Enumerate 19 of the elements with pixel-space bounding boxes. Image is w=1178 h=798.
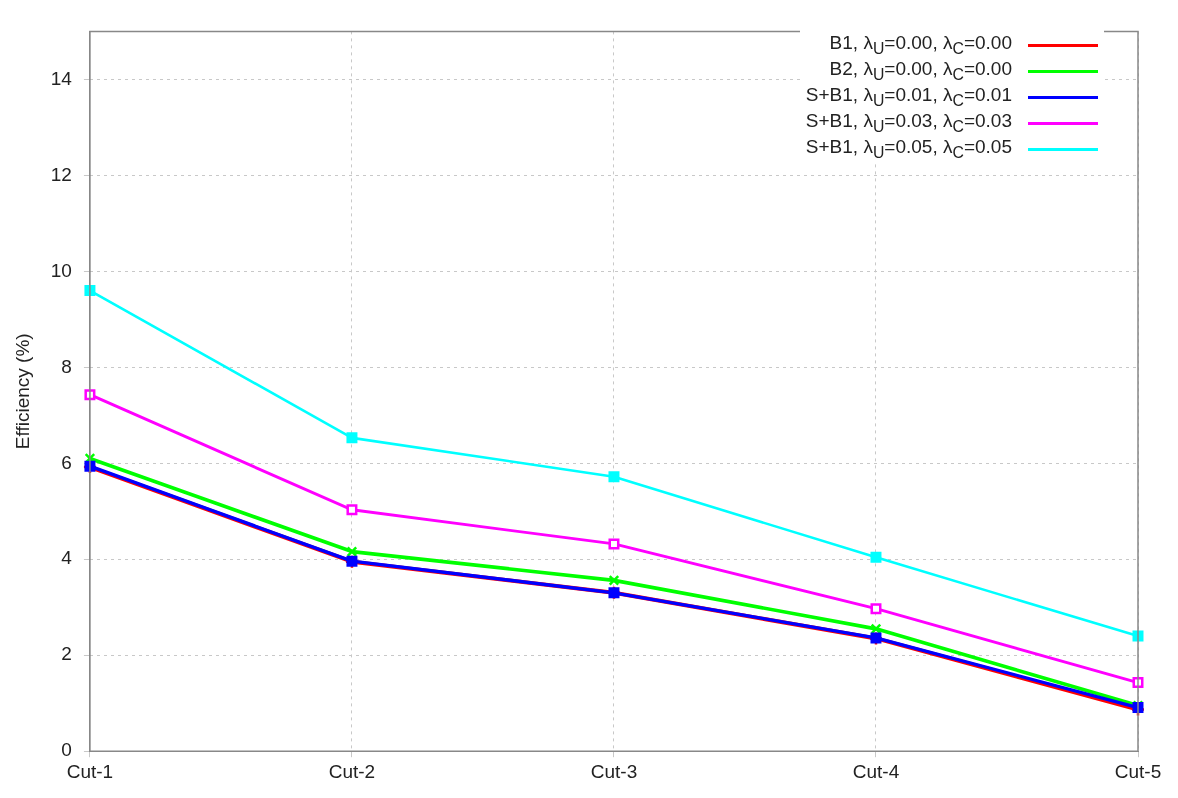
y-tick-label: 12 [50,163,72,185]
legend-label: S+B1, λ$_{U}$=0.03, λ$_{C}$=0.03 [805,110,1012,136]
y-tick-label: 14 [50,67,73,89]
y-tick-label: 8 [61,355,72,377]
x-tick-label: Cut-3 [590,760,638,782]
x-tick-label: Cut-5 [1114,760,1162,782]
legend-label: B1, λ$_{U}$=0.00, λ$_{C}$=0.00 [829,32,1012,58]
legend-label: S+B1, λ$_{U}$=0.05, λ$_{C}$=0.05 [805,136,1012,162]
y-tick-label: 4 [61,547,73,569]
legend-label: S+B1, λ$_{U}$=0.01, λ$_{C}$=0.01 [805,84,1012,110]
x-tick-label: Cut-4 [852,760,900,782]
x-tick-label: Cut-2 [328,760,376,782]
legend-label: B2, λ$_{U}$=0.00, λ$_{C}$=0.00 [829,58,1012,84]
y-tick-label: 10 [50,259,72,281]
y-tick-label: 0 [61,739,72,761]
y-tick-label: 2 [61,643,72,665]
y-axis-title: Efficiency (%) [11,333,33,450]
y-tick-label: 6 [61,451,72,473]
x-tick-label: Cut-1 [66,760,114,782]
